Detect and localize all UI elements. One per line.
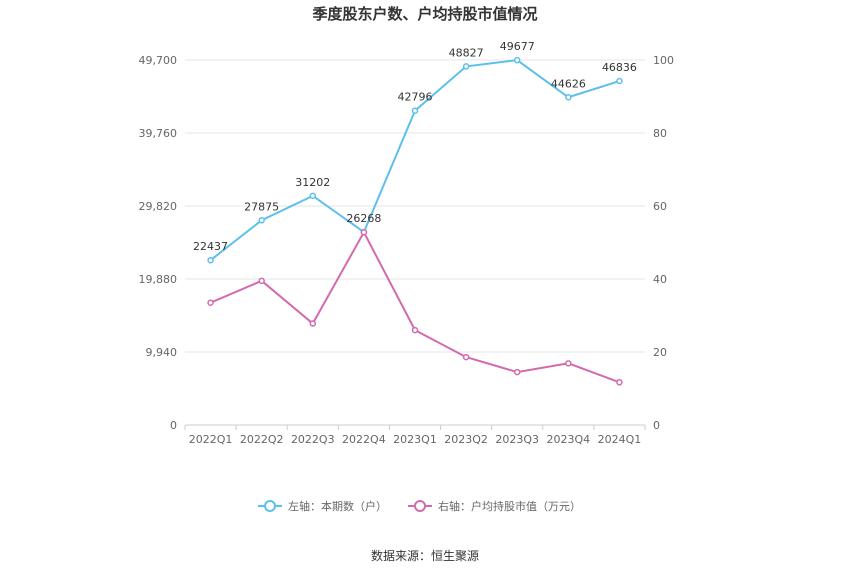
- left-tick-label: 9,940: [146, 346, 178, 359]
- x-tick-label: 2022Q2: [240, 433, 284, 446]
- left-tick-label: 39,760: [139, 127, 178, 140]
- data-label: 27875: [244, 200, 279, 213]
- right-tick-label: 20: [653, 346, 667, 359]
- x-tick-label: 2022Q4: [342, 433, 386, 446]
- x-tick-label: 2023Q1: [393, 433, 437, 446]
- data-label: 31202: [295, 176, 330, 189]
- legend-marker-1: [264, 500, 276, 512]
- data-point: [462, 63, 470, 70]
- data-point: [258, 217, 265, 224]
- x-tick-label: 2023Q3: [495, 433, 539, 446]
- data-point: [513, 56, 521, 64]
- data-label: 48827: [449, 46, 484, 59]
- x-tick-label: 2023Q4: [547, 433, 591, 446]
- right-tick-label: 40: [653, 273, 667, 286]
- source-text: 数据来源：恒生聚源: [371, 548, 479, 563]
- data-label: 26268: [346, 212, 381, 225]
- data-point: [309, 320, 317, 327]
- left-tick-label: 29,820: [139, 200, 178, 213]
- data-point: [462, 353, 470, 361]
- series-layer: 22437 27875 31202 26268 42796 48827 49677 44626…: [193, 40, 637, 386]
- data-point: [513, 368, 521, 376]
- data-point: [360, 229, 368, 236]
- left-tick-label: 0: [170, 419, 177, 432]
- data-point: [565, 94, 572, 101]
- left-tick-label: 19,880: [139, 273, 178, 286]
- x-tick-label: 2022Q1: [189, 433, 233, 446]
- right-tick-label: 80: [653, 127, 667, 140]
- axis-layer: 0 9,940 19,880 29,820 39,760 49,700 0 20 40 60 80 1…: [139, 54, 675, 446]
- series-line-2: [210, 230, 620, 384]
- data-point: [616, 77, 623, 85]
- data-point: [565, 360, 572, 367]
- data-label: 42796: [398, 91, 433, 104]
- x-tick-label: 2024Q1: [598, 433, 642, 446]
- data-point: [207, 256, 214, 264]
- data-point: [411, 326, 419, 334]
- data-point: [309, 192, 317, 200]
- data-label: 49677: [500, 40, 535, 53]
- x-tick-label: 2022Q3: [291, 433, 335, 446]
- data-label: 22437: [193, 240, 228, 253]
- right-tick-label: 60: [653, 200, 667, 213]
- x-tick-label: 2023Q2: [444, 433, 488, 446]
- right-tick-label: 0: [653, 419, 660, 432]
- chart-title: 季度股东户数、户均持股市值情况: [312, 5, 537, 23]
- data-label: 44626: [551, 77, 586, 90]
- legend-marker-2: [414, 500, 426, 512]
- data-point: [207, 299, 214, 306]
- legend: 左轴：本期数（户） 右轴：户均持股市值（万元）: [258, 499, 581, 513]
- grid-layer: [185, 59, 645, 426]
- data-point: [411, 107, 419, 114]
- data-point: [616, 379, 623, 386]
- data-label: 46836: [602, 61, 637, 74]
- right-tick-label: 100: [653, 54, 674, 67]
- left-tick-label: 49,700: [139, 54, 178, 67]
- legend-label-1: 左轴：本期数（户）: [288, 499, 387, 513]
- data-point: [258, 277, 265, 285]
- legend-label-2: 右轴：户均持股市值（万元）: [438, 499, 581, 513]
